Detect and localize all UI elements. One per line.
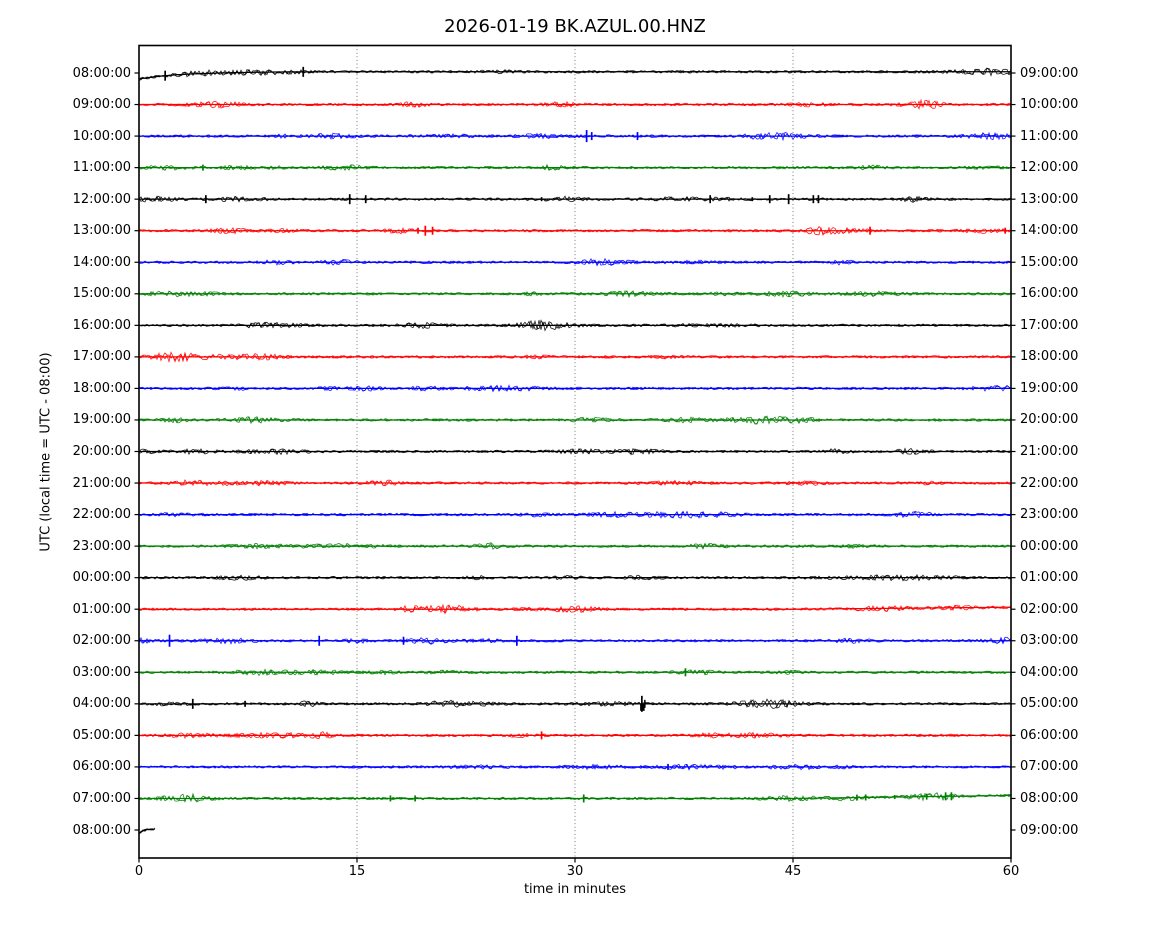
local-time-label: 01:00:00 <box>1020 570 1079 586</box>
minute-tick-label: 30 <box>566 864 584 879</box>
trace-noise-12:00:00 <box>138 195 1012 203</box>
utc-time-label: 20:00:00 <box>72 444 131 459</box>
local-time-label: 12:00:00 <box>1020 160 1079 176</box>
utc-time-label: 04:00:00 <box>72 696 131 712</box>
utc-time-label: 09:00:00 <box>72 97 131 113</box>
utc-time-label: 07:00:00 <box>72 790 131 806</box>
local-time-label: 11:00:00 <box>1020 128 1079 144</box>
utc-time-label: 08:00:00 <box>72 65 131 81</box>
trace-noise-10:00:00 <box>138 131 1012 142</box>
trace-noise-02:00:00 <box>138 636 1012 645</box>
trace-noise-08:00:00 <box>138 67 1012 80</box>
local-time-label: 10:00:00 <box>1020 97 1079 113</box>
utc-time-label: 00:00:00 <box>72 570 131 586</box>
local-time-label: 17:00:00 <box>1020 317 1079 333</box>
trace-noise-11:00:00 <box>138 163 1012 171</box>
local-time-label: 04:00:00 <box>1020 664 1079 680</box>
local-time-label: 00:00:00 <box>1020 538 1079 554</box>
local-time-label: 16:00:00 <box>1020 286 1079 302</box>
trace-noise-00:00:00 <box>138 573 1012 582</box>
local-time-label: 22:00:00 <box>1020 475 1079 491</box>
utc-time-label: 17:00:00 <box>72 349 131 365</box>
local-time-label: 06:00:00 <box>1020 727 1079 743</box>
local-time-label: 14:00:00 <box>1020 223 1079 239</box>
trace-noise-05:00:00 <box>138 731 1012 740</box>
trace-noise-14:00:00 <box>138 258 1012 266</box>
trace-noise-09:00:00 <box>138 98 1012 110</box>
local-time-label: 07:00:00 <box>1020 759 1079 775</box>
chart-title: 2026-01-19 BK.AZUL.00.HNZ <box>444 16 706 37</box>
trace-noise-04:00:00 <box>138 698 1012 709</box>
utc-time-label: 22:00:00 <box>72 507 131 523</box>
local-time-label: 20:00:00 <box>1020 412 1079 428</box>
utc-time-label: 10:00:00 <box>72 128 131 144</box>
trace-noise-01:00:00 <box>138 603 1012 615</box>
utc-time-label: 13:00:00 <box>72 223 131 239</box>
trace-noise-23:00:00 <box>138 542 1012 550</box>
trace-noise-15:00:00 <box>138 290 1012 298</box>
local-time-label: 13:00:00 <box>1020 191 1079 207</box>
utc-time-label: 18:00:00 <box>72 380 131 396</box>
local-time-label: 15:00:00 <box>1020 254 1079 270</box>
utc-time-label: 08:00:00 <box>72 822 131 838</box>
minute-tick-label: 60 <box>1002 864 1020 879</box>
trace-noise-02:00:00 <box>138 636 1012 645</box>
local-time-label: 09:00:00 <box>1020 822 1079 838</box>
local-time-label: 19:00:00 <box>1020 380 1079 396</box>
utc-time-label: 19:00:00 <box>72 412 131 428</box>
local-time-label: 05:00:00 <box>1020 696 1079 712</box>
trace-noise-20:00:00 <box>138 447 1012 456</box>
trace-noise-17:00:00 <box>138 351 1012 363</box>
utc-time-label: 03:00:00 <box>72 664 131 680</box>
utc-time-label: 21:00:00 <box>72 475 131 491</box>
x-axis-label: time in minutes <box>523 882 627 897</box>
trace-noise-03:00:00 <box>138 668 1012 676</box>
minute-tick-label: 15 <box>348 864 366 879</box>
local-time-label: 09:00:00 <box>1020 65 1079 81</box>
utc-time-label: 05:00:00 <box>72 727 131 743</box>
trace-noise-11:00:00 <box>138 164 1012 172</box>
local-time-label: 03:00:00 <box>1020 633 1079 649</box>
trace-noise-21:00:00 <box>138 479 1012 487</box>
utc-time-label: 23:00:00 <box>72 538 131 554</box>
utc-time-label: 15:00:00 <box>72 286 131 302</box>
trace-noise-15:00:00 <box>138 290 1012 299</box>
trace-noise-22:00:00 <box>138 510 1012 519</box>
utc-time-label: 14:00:00 <box>72 254 131 270</box>
local-time-label: 02:00:00 <box>1020 601 1079 617</box>
utc-time-label: 06:00:00 <box>72 759 131 775</box>
minute-tick-label: 45 <box>784 864 802 879</box>
trace-noise-13:00:00 <box>138 226 1012 237</box>
trace-noise-17:00:00 <box>138 351 1012 364</box>
trace-noise-19:00:00 <box>138 415 1012 425</box>
local-time-label: 23:00:00 <box>1020 507 1079 523</box>
trace-noise-08:00:00 <box>138 828 156 834</box>
utc-time-label: 12:00:00 <box>72 191 131 207</box>
utc-time-label: 11:00:00 <box>72 160 131 176</box>
trace-noise-16:00:00 <box>138 320 1012 332</box>
trace-noise-01:00:00 <box>138 604 1012 614</box>
trace-noise-06:00:00 <box>138 763 1012 771</box>
trace-noise-18:00:00 <box>138 384 1012 392</box>
local-time-label: 21:00:00 <box>1020 444 1079 459</box>
utc-time-label: 01:00:00 <box>72 601 131 617</box>
local-time-label: 08:00:00 <box>1020 790 1079 806</box>
local-time-label: 18:00:00 <box>1020 349 1079 365</box>
trace-noise-05:00:00 <box>138 731 1012 739</box>
trace-noise-13:00:00 <box>138 225 1012 235</box>
utc-time-label: 16:00:00 <box>72 317 131 333</box>
trace-noise-12:00:00 <box>138 195 1012 203</box>
minute-tick-label: 0 <box>134 864 144 879</box>
utc-time-label: 02:00:00 <box>72 633 131 649</box>
